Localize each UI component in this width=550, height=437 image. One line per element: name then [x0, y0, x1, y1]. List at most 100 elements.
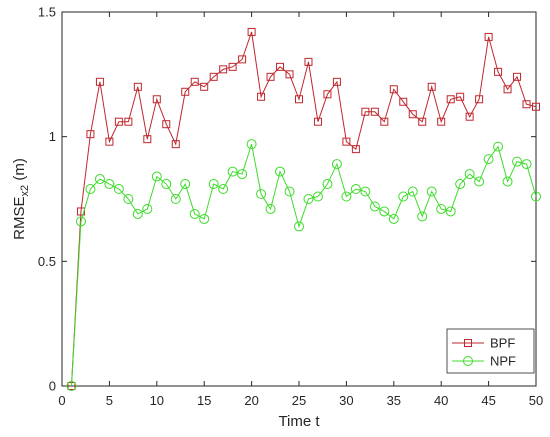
data-point-bpf	[171, 140, 180, 149]
data-point-npf	[218, 184, 229, 195]
data-point-npf	[474, 176, 485, 187]
data-point-npf	[483, 154, 494, 165]
data-point-npf	[464, 169, 475, 180]
data-point-npf	[360, 186, 371, 197]
data-point-npf	[208, 179, 219, 190]
data-point-bpf	[238, 55, 247, 64]
data-point-bpf	[181, 87, 190, 96]
data-point-bpf	[304, 57, 313, 66]
legend-label-npf: NPF	[490, 354, 516, 369]
data-point-npf	[246, 139, 257, 150]
y-tick-label: 0.5	[38, 254, 56, 269]
legend-marker-npf	[463, 356, 473, 366]
data-point-npf	[275, 166, 286, 177]
x-tick-label: 10	[150, 393, 164, 408]
data-point-npf	[94, 174, 105, 185]
x-axis-title: Time t	[278, 413, 320, 430]
data-point-bpf	[86, 130, 95, 139]
y-tick-label: 1.5	[38, 5, 56, 20]
data-point-bpf	[190, 77, 199, 86]
x-tick-label: 40	[434, 393, 448, 408]
data-point-bpf	[380, 117, 389, 126]
data-point-npf	[521, 159, 532, 170]
data-point-npf	[189, 208, 200, 219]
data-point-bpf	[76, 207, 85, 216]
data-point-npf	[436, 203, 447, 214]
data-point-npf	[426, 186, 437, 197]
data-point-npf	[170, 194, 181, 204]
data-point-npf	[66, 381, 77, 391]
data-point-bpf	[295, 95, 303, 104]
legend-label-bpf: BPF	[490, 336, 515, 351]
data-point-npf	[85, 184, 96, 195]
data-point-npf	[502, 176, 513, 187]
data-point-npf	[284, 186, 295, 197]
data-point-npf	[142, 203, 153, 214]
data-point-bpf	[532, 102, 540, 111]
data-point-bpf	[437, 117, 446, 126]
data-point-npf	[512, 156, 523, 167]
x-tick-label: 25	[292, 393, 306, 408]
x-tick-label: 5	[106, 393, 113, 408]
data-point-bpf	[351, 145, 360, 154]
data-point-npf	[104, 179, 115, 190]
y-axis-title-main: RMSE	[11, 196, 28, 239]
data-point-npf	[180, 179, 191, 190]
data-point-npf	[151, 171, 162, 182]
data-point-bpf	[143, 135, 152, 144]
x-tick-label: 0	[58, 393, 65, 408]
data-point-bpf	[105, 137, 114, 146]
data-point-npf	[341, 191, 352, 202]
data-point-npf	[161, 179, 172, 190]
data-point-bpf	[408, 110, 417, 119]
data-point-npf	[75, 216, 86, 227]
series-bpf	[67, 27, 540, 390]
data-point-bpf	[200, 82, 209, 91]
data-point-bpf	[484, 32, 493, 41]
data-point-bpf	[456, 92, 465, 101]
data-point-npf	[493, 141, 504, 152]
data-point-npf	[331, 159, 342, 170]
data-point-npf	[407, 186, 418, 197]
data-point-bpf	[427, 82, 436, 91]
data-point-npf	[132, 208, 143, 219]
data-point-npf	[265, 203, 276, 214]
data-point-bpf	[389, 85, 398, 94]
data-point-bpf	[522, 100, 531, 109]
x-tick-label: 15	[197, 393, 211, 408]
series-line-bpf	[70, 31, 537, 387]
data-point-bpf	[152, 95, 161, 104]
data-point-npf	[379, 206, 390, 217]
data-point-bpf	[219, 65, 228, 74]
data-point-npf	[312, 191, 323, 202]
data-point-npf	[199, 213, 210, 224]
data-point-bpf	[342, 137, 351, 146]
data-point-npf	[531, 191, 541, 202]
data-point-bpf	[114, 117, 123, 126]
data-point-npf	[455, 179, 466, 190]
y-axis-title: RMSEx2 (m)	[11, 158, 31, 240]
data-point-bpf	[276, 62, 285, 71]
x-tick-label: 30	[339, 393, 353, 408]
data-point-npf	[113, 184, 124, 195]
data-point-bpf	[247, 27, 256, 36]
data-point-bpf	[513, 72, 522, 81]
data-point-bpf	[162, 120, 171, 129]
data-point-bpf	[465, 112, 474, 121]
data-point-bpf	[370, 107, 379, 116]
data-point-npf	[322, 179, 333, 190]
y-axis-title-unit: (m)	[11, 158, 28, 185]
data-point-bpf	[503, 85, 512, 94]
data-point-npf	[398, 191, 409, 202]
data-point-bpf	[332, 77, 341, 86]
data-point-bpf	[209, 72, 218, 81]
data-point-bpf	[124, 117, 133, 126]
data-point-bpf	[228, 62, 237, 71]
data-point-bpf	[399, 97, 408, 106]
data-point-bpf	[133, 82, 142, 91]
data-point-npf	[417, 211, 428, 222]
data-point-bpf	[446, 95, 455, 104]
chart-legend: BPF NPF	[446, 328, 535, 374]
data-point-npf	[256, 189, 267, 200]
series-layer	[66, 27, 541, 391]
